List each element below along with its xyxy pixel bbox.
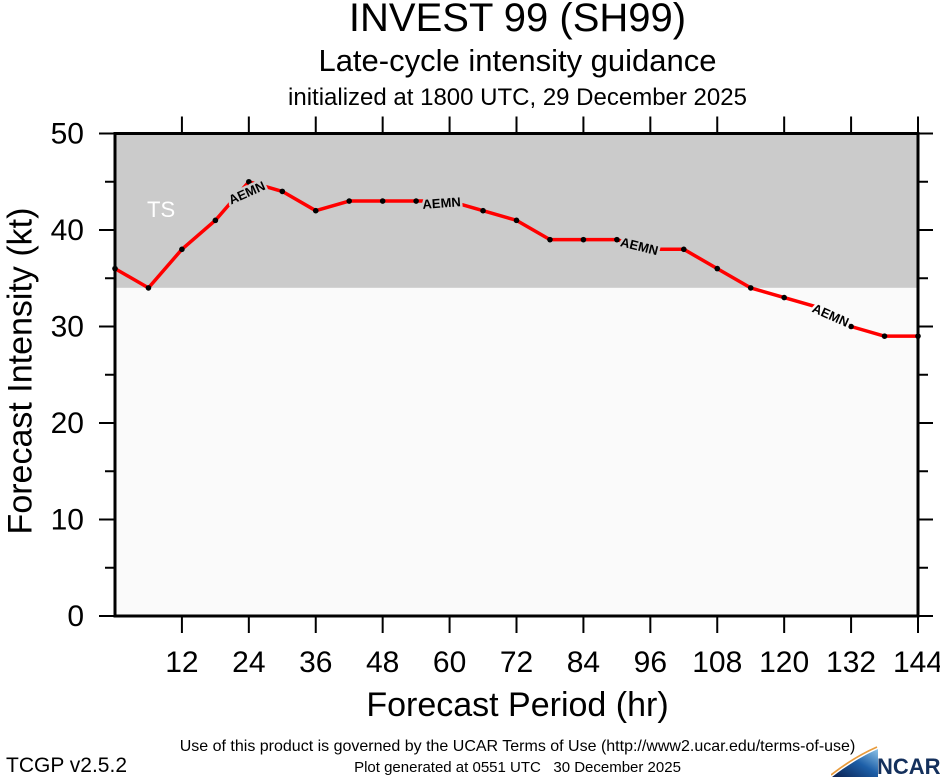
intensity-band-ts xyxy=(115,133,918,288)
x-tick-label: 120 xyxy=(759,646,809,679)
data-point xyxy=(547,236,553,243)
plot-frame xyxy=(113,132,920,618)
x-tick-label: 36 xyxy=(299,646,332,679)
data-point xyxy=(179,246,185,253)
x-tick-label: 60 xyxy=(433,646,466,679)
y-tick-label: 40 xyxy=(51,214,84,247)
data-point xyxy=(379,198,386,204)
chart-title: INVEST 99 (SH99) xyxy=(348,0,687,40)
footer-version: TCGP v2.5.2 xyxy=(6,754,127,777)
data-point xyxy=(814,304,821,311)
ncar-logo-icon xyxy=(831,746,878,777)
data-point xyxy=(513,217,520,224)
data-point xyxy=(881,333,888,339)
intensity-band-below-ts xyxy=(115,287,918,616)
data-point xyxy=(614,236,620,243)
data-point xyxy=(312,207,319,214)
ncar-swoosh-shape xyxy=(832,749,878,777)
data-point xyxy=(446,198,453,204)
ncar-swoosh-arc xyxy=(831,746,878,776)
y-tick-label: 10 xyxy=(51,504,84,537)
data-point xyxy=(145,285,152,291)
x-tick-label: 24 xyxy=(232,646,265,679)
y-axis-title: Forecast Intensity (kt) xyxy=(1,207,40,535)
data-point xyxy=(346,198,353,204)
footer-generated: Plot generated at 0551 UTC 30 December 2… xyxy=(354,759,681,776)
data-point xyxy=(112,265,118,272)
data-point xyxy=(848,323,854,330)
series-label-aemn: AEMN xyxy=(422,194,461,212)
data-point xyxy=(279,188,286,195)
data-point xyxy=(580,236,587,243)
data-point xyxy=(747,285,754,291)
x-tick-label: 108 xyxy=(692,646,742,679)
band-label-ts: TS xyxy=(147,197,175,222)
x-axis-title: Forecast Period (hr) xyxy=(366,686,669,724)
data-point xyxy=(480,207,486,214)
data-point xyxy=(915,333,921,339)
data-point xyxy=(246,178,252,185)
data-point xyxy=(212,217,219,224)
data-point xyxy=(680,246,687,253)
chart-init-time: initialized at 1800 UTC, 29 December 202… xyxy=(288,84,747,111)
chart-subtitle: Late-cycle intensity guidance xyxy=(318,43,717,78)
data-point xyxy=(413,198,419,204)
x-tick-label: 48 xyxy=(366,646,399,679)
y-tick-label: 30 xyxy=(51,311,84,344)
footer-terms: Use of this product is governed by the U… xyxy=(179,738,856,755)
x-tick-label: 84 xyxy=(567,646,600,679)
y-tick-label: 50 xyxy=(51,118,84,151)
x-tick-label: 132 xyxy=(826,646,876,679)
x-tick-label: 12 xyxy=(165,646,198,679)
x-tick-label: 72 xyxy=(500,646,533,679)
data-point xyxy=(781,294,787,301)
y-tick-label: 20 xyxy=(51,407,84,440)
data-point xyxy=(647,246,654,253)
data-point xyxy=(714,265,721,272)
ncar-logo-text: NCAR xyxy=(877,754,940,779)
x-tick-label: 144 xyxy=(893,646,940,679)
x-tick-label: 96 xyxy=(634,646,667,679)
y-tick-label: 0 xyxy=(67,600,84,633)
